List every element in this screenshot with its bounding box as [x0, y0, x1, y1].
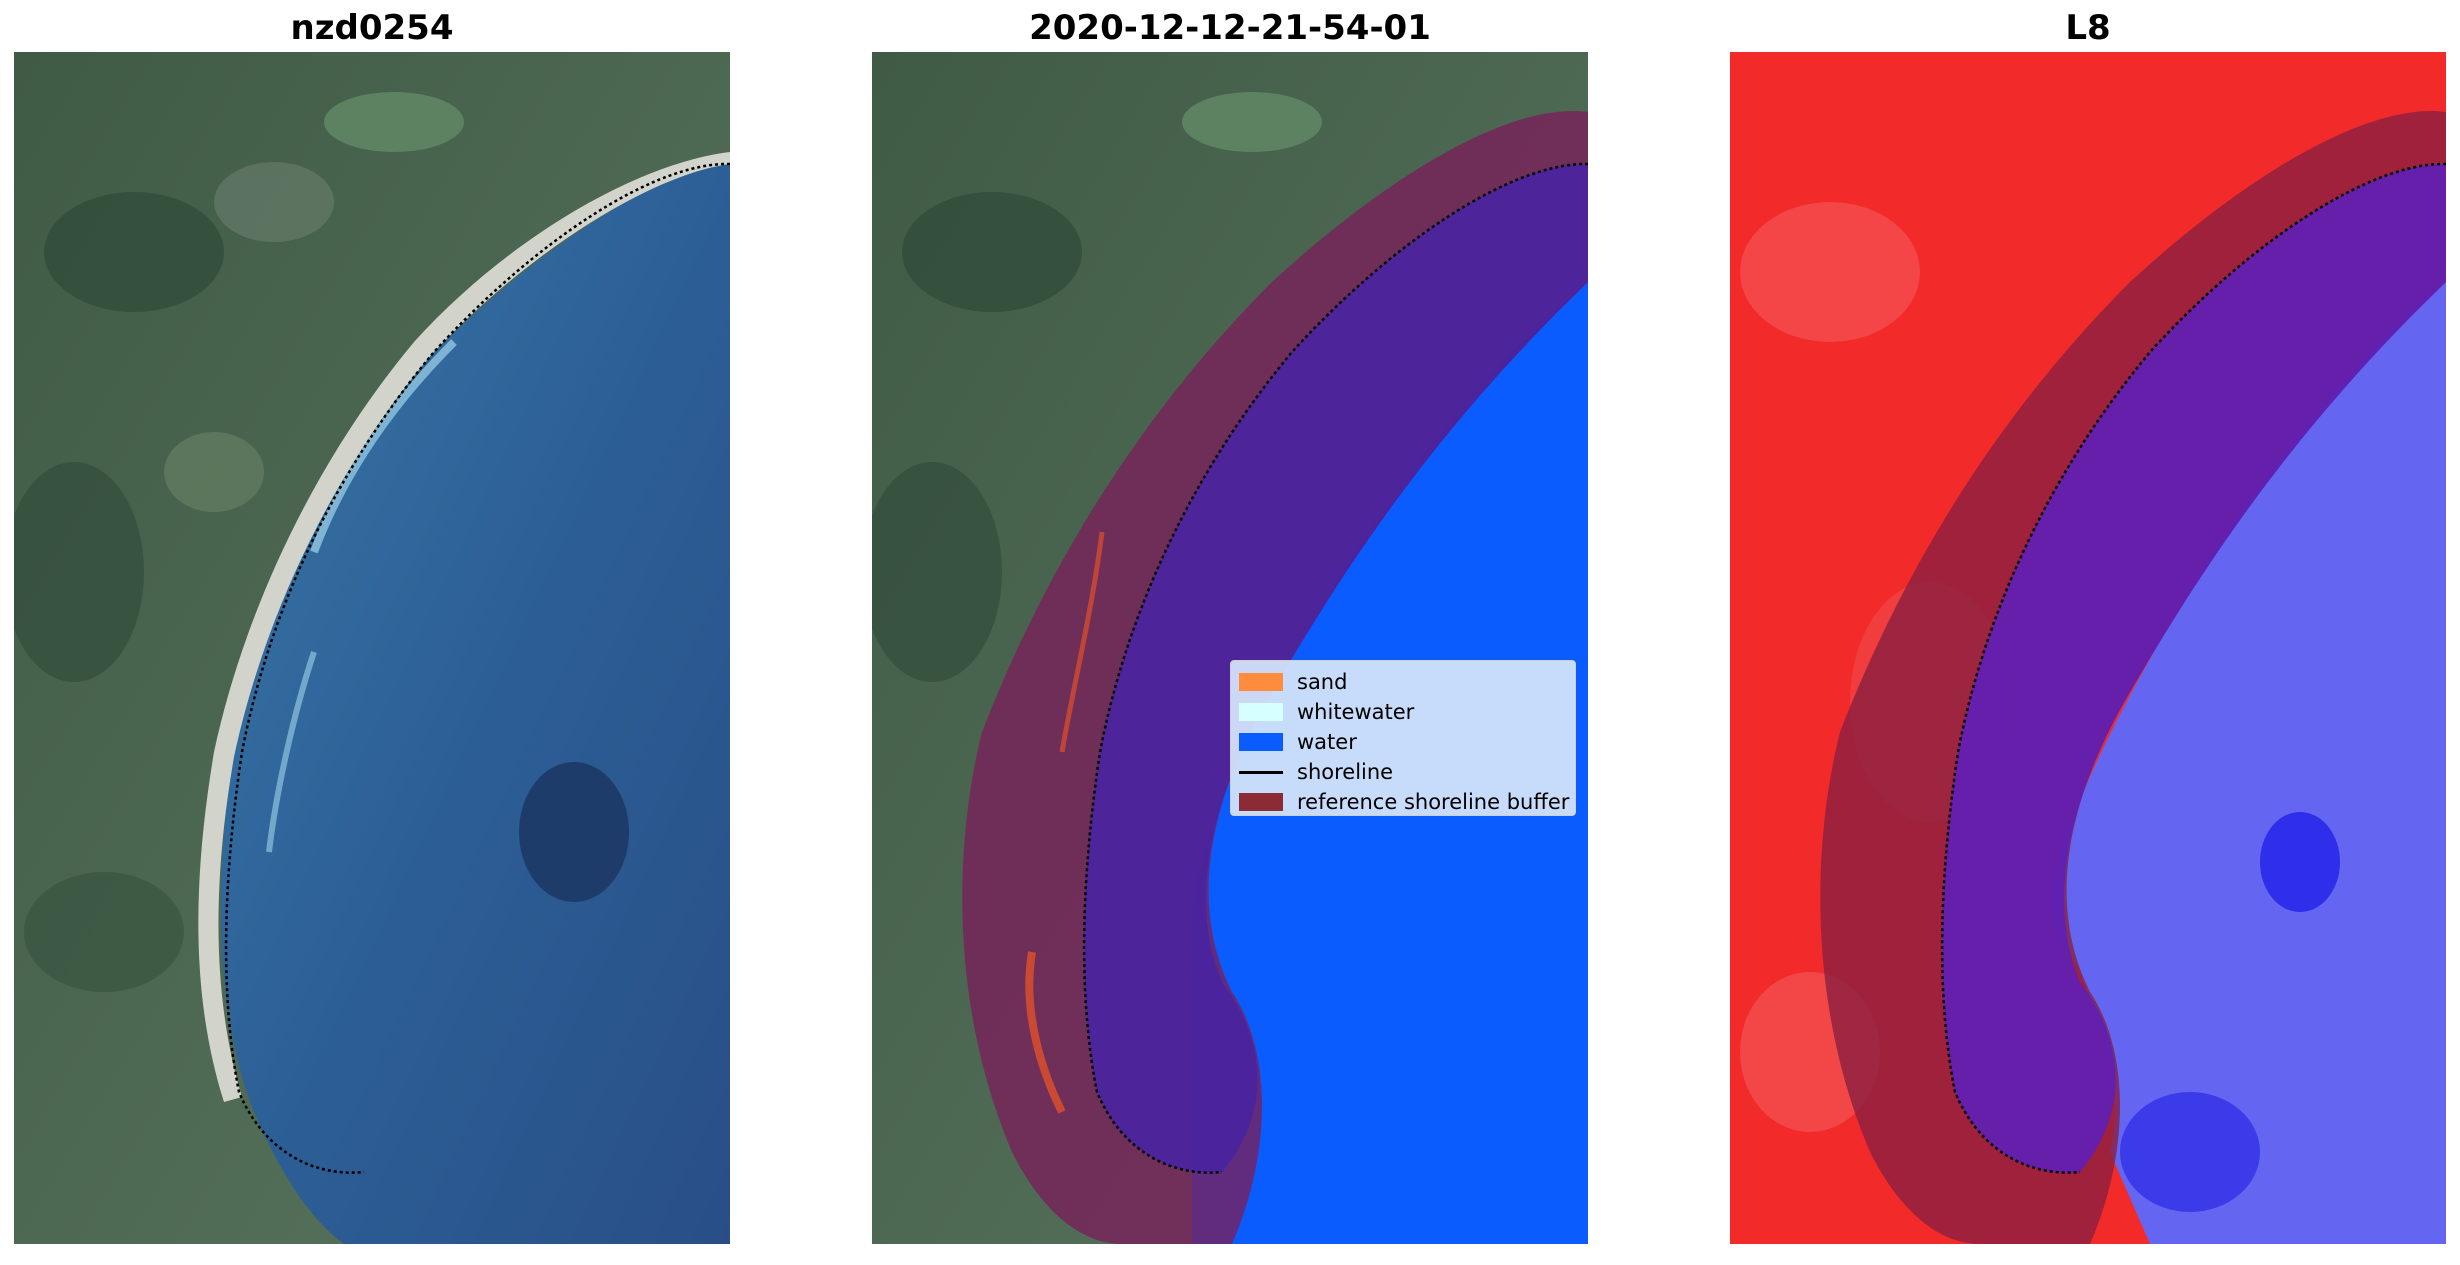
water-swatch: [1239, 733, 1283, 751]
legend-item-water: water: [1239, 727, 1567, 757]
shoreline-swatch: [1239, 770, 1283, 774]
classification-legend: sand whitewater water shoreline referenc…: [1230, 660, 1576, 816]
panel-title-index: L8: [2065, 8, 2111, 48]
panel-title-rgb: nzd0254: [290, 8, 454, 48]
legend-label-buffer: reference shoreline buffer: [1297, 790, 1570, 814]
legend-item-whitewater: whitewater: [1239, 697, 1567, 727]
legend-item-sand: sand: [1239, 667, 1567, 697]
legend-item-shoreline: shoreline: [1239, 757, 1567, 787]
legend-item-buffer: reference shoreline buffer: [1239, 787, 1570, 817]
rgb-satellite-image: [14, 52, 730, 1244]
panel-title-classification: 2020-12-12-21-54-01: [1029, 8, 1431, 48]
sand-swatch: [1239, 673, 1283, 691]
index-image: [1730, 52, 2446, 1244]
legend-label-shoreline: shoreline: [1297, 760, 1394, 784]
buffer-swatch: [1239, 793, 1283, 811]
legend-label-whitewater: whitewater: [1297, 700, 1415, 724]
legend-label-water: water: [1297, 730, 1357, 754]
classification-image: [872, 52, 1588, 1244]
legend-label-sand: sand: [1297, 670, 1348, 694]
whitewater-swatch: [1239, 703, 1283, 721]
